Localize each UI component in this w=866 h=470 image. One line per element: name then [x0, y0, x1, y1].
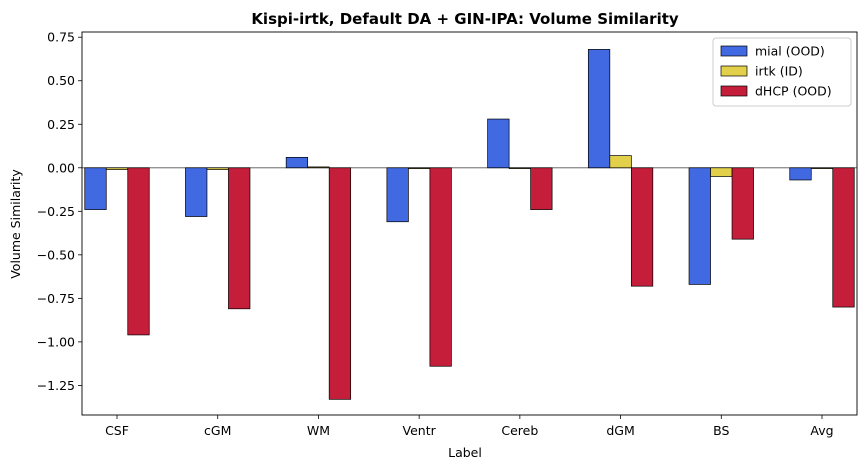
- legend-label: irtk (ID): [755, 64, 803, 79]
- x-tick-label: dGM: [606, 423, 634, 438]
- bar-avg-series-2: [832, 167, 855, 308]
- bar-wm-series-1: [307, 166, 330, 169]
- y-tick-label: 0.25: [47, 117, 75, 132]
- plot-area: CSF cGM WM Ventr Cereb dGM BS Avg 0.75 0.50 0.25 0.…: [37, 30, 858, 438]
- legend-swatch: [720, 85, 748, 97]
- plot-frame: [81, 31, 858, 416]
- bar-csf-series-0: [84, 167, 107, 210]
- bar-cgm-series-0: [185, 167, 208, 217]
- bar-csf-series-2: [127, 167, 150, 336]
- legend-swatch: [720, 65, 748, 77]
- y-tick-label: −0.75: [37, 291, 75, 306]
- x-axis-label: Label: [448, 445, 482, 460]
- bar-avg-series-1: [810, 167, 834, 169]
- y-tick-label: −1.25: [37, 378, 75, 393]
- bar-ventr-series-2: [429, 167, 452, 367]
- legend-box: [712, 37, 852, 107]
- bar-ventr-series-1: [408, 167, 431, 170]
- legend-swatch: [720, 45, 748, 57]
- bar-ventr-series-0: [386, 167, 409, 223]
- bar-dgm-series-0: [587, 49, 611, 169]
- y-tick-label: 0.75: [47, 30, 75, 45]
- y-tick-label: 0.00: [47, 160, 75, 175]
- x-tick-label: Avg: [810, 423, 833, 438]
- bar-cgm-series-1: [206, 167, 229, 170]
- bar-avg-series-0: [789, 167, 812, 181]
- x-tick-label: cGM: [204, 423, 231, 438]
- y-tick-label: 0.50: [47, 73, 75, 88]
- legend-label: dHCP (OOD): [755, 84, 832, 99]
- x-tick-label: Ventr: [403, 423, 437, 438]
- bar-bs-series-2: [731, 167, 754, 240]
- x-tick-label: WM: [307, 423, 330, 438]
- bar-csf-series-1: [105, 167, 129, 170]
- x-tick-label: Cereb: [501, 423, 538, 438]
- x-tick-label: CSF: [105, 423, 129, 438]
- y-tick-label: −0.25: [37, 204, 75, 219]
- y-axis-label: Volume Similarity: [8, 169, 23, 279]
- bar-cereb-series-2: [530, 167, 553, 210]
- y-tick-label: −1.00: [37, 334, 75, 349]
- bar-cgm-series-2: [228, 167, 251, 310]
- bar-cereb-series-0: [487, 118, 510, 169]
- y-tick-label: −0.50: [37, 247, 75, 262]
- bar-dgm-series-2: [630, 167, 654, 287]
- bar-bs-series-0: [688, 167, 711, 285]
- legend: mial (OOD) irtk (ID) dHCP (OOD): [712, 37, 852, 107]
- chart-title: Kispi-irtk, Default DA + GIN-IPA: Volume…: [251, 10, 679, 28]
- bar-wm-series-2: [328, 167, 352, 400]
- legend-label: mial (OOD): [755, 44, 825, 59]
- bar-wm-series-0: [285, 156, 309, 169]
- bar-cereb-series-1: [508, 167, 531, 169]
- x-tick-label: BS: [713, 423, 729, 438]
- bar-bs-series-1: [710, 167, 733, 177]
- bar-dgm-series-1: [609, 155, 632, 169]
